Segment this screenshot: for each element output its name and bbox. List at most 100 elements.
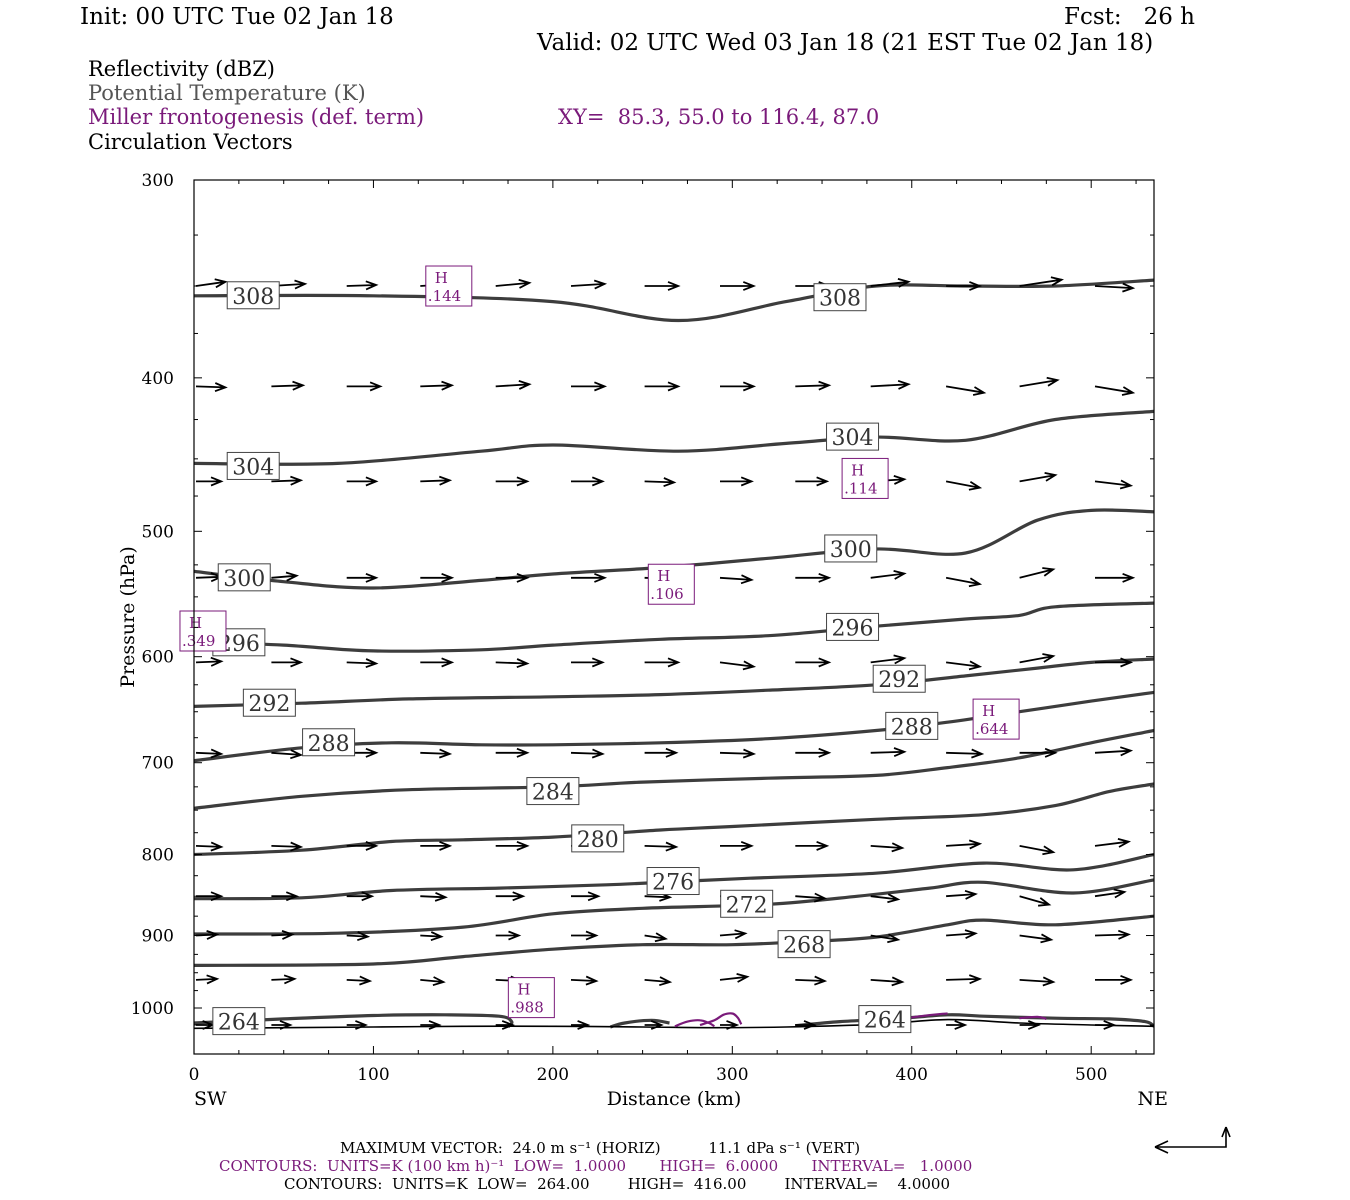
- circulation-vector: [720, 476, 754, 487]
- theta-label-box: [824, 534, 878, 563]
- theta-label-box: [302, 728, 356, 757]
- circulation-vector: [271, 930, 295, 940]
- theta-label-box: [872, 664, 926, 693]
- theta-contour-296: [194, 601, 1154, 653]
- circulation-vector: [870, 570, 907, 580]
- circulation-vector: [644, 841, 679, 852]
- circulation-vector: [1019, 567, 1056, 579]
- circulation-vector: [1094, 385, 1136, 396]
- circulation-vector: [1019, 747, 1058, 758]
- y-tick-label: 700: [142, 754, 174, 774]
- circulation-vector: [946, 889, 978, 900]
- circulation-vector: [495, 747, 530, 758]
- circulation-vector: [1019, 845, 1056, 856]
- circulation-vector: [271, 475, 304, 486]
- frontogenesis-max-h: H: [517, 981, 530, 999]
- circulation-vector: [945, 385, 987, 396]
- circulation-vector: [1019, 895, 1052, 907]
- circulation-vector: [1095, 572, 1136, 583]
- max-vector-note: MAXIMUM VECTOR: 24.0 m s⁻¹ (HORIZ) 11.1 …: [340, 1139, 861, 1157]
- circulation-vector: [195, 841, 224, 852]
- reference-vector: [1154, 1126, 1231, 1154]
- theta-label: 276: [652, 871, 694, 896]
- theta-label-box: [813, 283, 867, 312]
- circulation-vector: [1094, 282, 1136, 293]
- circulation-vector: [196, 891, 224, 902]
- circulation-vector: [195, 656, 224, 667]
- x-tick-label: 400: [896, 1065, 928, 1085]
- circulation-vector: [571, 572, 608, 583]
- circulation-vector: [795, 975, 828, 986]
- init-time: Init: 00 UTC Tue 02 Jan 18: [80, 4, 394, 30]
- circulation-vector: [946, 281, 983, 291]
- terrain-surface-line: [194, 1018, 1154, 1030]
- circulation-vector: [870, 654, 907, 665]
- circulation-vector: [719, 973, 750, 983]
- frontogenesis-max-h: H: [189, 614, 202, 632]
- circulation-vector: [495, 658, 530, 669]
- circulation-vector: [1094, 888, 1127, 899]
- circulation-vector: [420, 572, 455, 583]
- circulation-vector: [271, 1020, 293, 1030]
- x-tick-label: 200: [537, 1065, 569, 1085]
- circulation-vector: [571, 1020, 591, 1030]
- x-left-end-label: SW: [194, 1088, 227, 1110]
- theta-contour-note: CONTOURS: UNITS=K LOW= 264.00 HIGH= 416.…: [284, 1175, 950, 1193]
- circulation-vector: [495, 278, 532, 289]
- theta-label-box: [212, 1007, 266, 1036]
- frontogenesis-max-box: [179, 610, 227, 652]
- theta-contour-308: [194, 278, 1154, 323]
- frontogenesis-contour: [1019, 1015, 1047, 1020]
- frontogenesis-max-value: .114: [844, 479, 877, 497]
- theta-label: 288: [891, 715, 933, 740]
- circulation-vector: [946, 1020, 968, 1030]
- frontogenesis-max-h: H: [982, 702, 995, 720]
- circulation-vector: [271, 891, 300, 902]
- circulation-vector: [1095, 1020, 1117, 1030]
- circulation-vector: [870, 893, 901, 904]
- y-tick-label: 900: [142, 927, 174, 947]
- circulation-vector: [946, 839, 983, 850]
- theta-label: 308: [232, 285, 274, 310]
- frontogenesis-max-value: .106: [650, 585, 683, 603]
- circulation-vector: [1094, 479, 1134, 490]
- circulation-vector: [495, 380, 532, 390]
- frontogenesis-max-box: [647, 563, 695, 605]
- theta-label-box: [720, 889, 774, 918]
- frontogenesis-max-value: .988: [510, 999, 543, 1017]
- circulation-vector: [346, 280, 379, 291]
- circulation-vector: [420, 475, 453, 486]
- theta-label: 300: [223, 567, 265, 592]
- circulation-vector: [719, 748, 757, 759]
- circulation-vector: [945, 480, 983, 491]
- theta-label-box: [571, 824, 625, 853]
- theta-label-box: [858, 1005, 912, 1034]
- circulation-vector: [946, 974, 983, 985]
- circulation-vector: [720, 1020, 740, 1030]
- theta-label: 264: [864, 1009, 906, 1034]
- circulation-vector: [719, 929, 748, 940]
- y-tick-label: 400: [142, 369, 174, 389]
- circulation-vector: [795, 840, 830, 851]
- circulation-vector: [420, 931, 444, 942]
- legend-reflectivity: Reflectivity (dBZ): [88, 57, 276, 81]
- circulation-vector: [1019, 376, 1060, 388]
- frontogenesis-max-h: H: [851, 461, 864, 479]
- theta-label: 304: [232, 455, 274, 480]
- theta-label: 308: [819, 287, 861, 312]
- circulation-vector: [720, 281, 757, 291]
- frontogenesis-max-box: [425, 265, 473, 307]
- x-axis-label: Distance (km): [607, 1088, 742, 1110]
- theta-label-box: [777, 930, 831, 959]
- circulation-vector: [195, 974, 220, 985]
- circulation-vector: [571, 476, 605, 487]
- theta-label-box: [242, 688, 296, 717]
- circulation-vector: [346, 931, 371, 942]
- circulation-vector: [644, 281, 681, 291]
- theta-label: 268: [783, 934, 825, 959]
- circulation-vector: [720, 381, 757, 392]
- circulation-vector: [271, 974, 297, 985]
- frontogenesis-max-value: .349: [182, 632, 215, 650]
- theta-label-box: [826, 422, 880, 451]
